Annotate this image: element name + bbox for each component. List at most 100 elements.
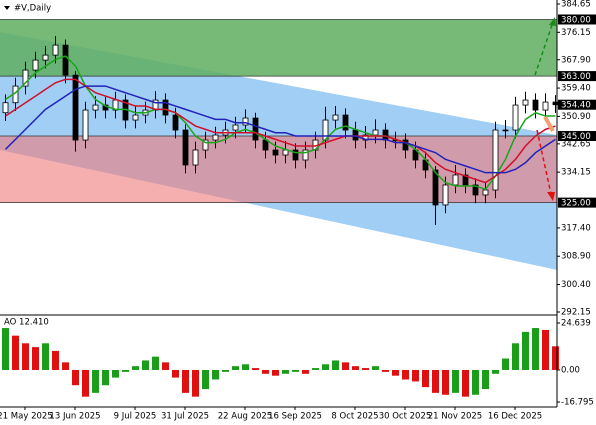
candle-body bbox=[92, 104, 99, 111]
ao-bar bbox=[472, 369, 479, 395]
ao-bar bbox=[92, 369, 99, 393]
candle-body bbox=[292, 149, 299, 161]
ao-bar bbox=[262, 369, 269, 374]
ao-bar bbox=[42, 343, 49, 370]
y-tick-label: 367.90 bbox=[561, 55, 591, 65]
candle-body bbox=[532, 99, 539, 111]
candle-body bbox=[62, 44, 69, 76]
ao-bar bbox=[432, 369, 439, 393]
ao-bar bbox=[52, 350, 59, 370]
forecast-segment bbox=[543, 116, 555, 132]
arrow-head bbox=[547, 192, 555, 201]
level-label: 354.40 bbox=[561, 101, 591, 111]
y-tick-label: 350.90 bbox=[561, 112, 591, 122]
candle-body bbox=[272, 149, 279, 156]
y-tick-label: 384.65 bbox=[561, 0, 591, 10]
ao-bar bbox=[522, 331, 529, 370]
level-label-box bbox=[558, 14, 596, 25]
candle-body bbox=[232, 124, 239, 131]
y-tick-label: 376.15 bbox=[561, 28, 591, 38]
ao-bar bbox=[452, 369, 459, 393]
candle-body bbox=[522, 99, 529, 106]
candle-body bbox=[472, 184, 479, 196]
ao-bar bbox=[2, 328, 9, 370]
candle-body bbox=[132, 114, 139, 121]
indicator-title: AO 12.410 bbox=[4, 318, 49, 328]
candle-body bbox=[372, 129, 379, 136]
candle-body bbox=[252, 117, 259, 141]
ao-bar bbox=[542, 329, 549, 370]
y-tick-label: 342.65 bbox=[561, 139, 591, 149]
candle-body bbox=[462, 174, 469, 186]
zone bbox=[0, 19, 557, 77]
ao-bar bbox=[352, 366, 359, 370]
candle-body bbox=[502, 129, 509, 132]
x-tick-label: 21 May 2025 bbox=[0, 412, 53, 422]
candle-body bbox=[22, 69, 29, 87]
ao-bar bbox=[412, 369, 419, 382]
level-label: 325.00 bbox=[561, 199, 591, 209]
candle-body bbox=[442, 184, 449, 206]
y-tick-label: 317.40 bbox=[561, 223, 591, 233]
ao-bar bbox=[372, 366, 379, 370]
ao-bar bbox=[282, 369, 289, 374]
candle-body bbox=[42, 54, 49, 61]
level-label-box bbox=[558, 99, 596, 110]
x-tick-label: 16 Dec 2025 bbox=[488, 412, 542, 422]
ao-bar bbox=[232, 366, 239, 370]
candle-body bbox=[512, 104, 519, 131]
candle-body bbox=[352, 129, 359, 141]
ao-bar bbox=[342, 362, 349, 370]
menu-icon bbox=[4, 6, 10, 10]
candle-body bbox=[172, 114, 179, 131]
candle-body bbox=[72, 74, 79, 141]
ao-bar bbox=[332, 360, 339, 370]
ao-bar bbox=[242, 364, 249, 370]
ao-bar bbox=[162, 362, 169, 370]
y-tick-label: 0.00 bbox=[561, 365, 580, 375]
candle-body bbox=[2, 102, 9, 114]
ao-bar bbox=[532, 328, 539, 370]
y-tick-label: -16.795 bbox=[561, 398, 594, 408]
annotations bbox=[534, 17, 556, 201]
ao-bar bbox=[382, 369, 389, 372]
ao-bar bbox=[222, 369, 229, 372]
candle-body bbox=[182, 129, 189, 166]
ao-bar bbox=[312, 368, 319, 370]
moving-average bbox=[5, 55, 556, 191]
arrow-head bbox=[549, 17, 556, 26]
candle-body bbox=[452, 174, 459, 186]
x-tick-label: 9 Jul 2025 bbox=[114, 412, 157, 422]
candle-body bbox=[302, 149, 309, 161]
ao-bar bbox=[82, 369, 89, 397]
ao-bar bbox=[142, 360, 149, 370]
level-label-box bbox=[558, 131, 596, 142]
ao-bar bbox=[32, 347, 39, 370]
candle-body bbox=[262, 139, 269, 151]
ao-bar bbox=[402, 369, 409, 380]
level-label-box bbox=[558, 197, 596, 208]
moving-average bbox=[5, 78, 556, 184]
ao-bar bbox=[442, 369, 449, 395]
x-tick-label: 22 Aug 2025 bbox=[218, 412, 272, 422]
ao-bar bbox=[172, 369, 179, 378]
x-tick-label: 13 Jun 2025 bbox=[49, 412, 100, 422]
ao-bar bbox=[182, 369, 189, 393]
ao-bar bbox=[102, 369, 109, 386]
ao-bar bbox=[422, 369, 429, 388]
level-label: 345.00 bbox=[561, 132, 591, 142]
ao-bar bbox=[122, 369, 129, 372]
ao-bar bbox=[112, 369, 119, 378]
ao-bar bbox=[392, 369, 399, 376]
moving-average bbox=[4, 85, 556, 174]
ao-bar bbox=[192, 369, 199, 397]
y-tick-label: 300.40 bbox=[561, 280, 591, 290]
ao-bar bbox=[302, 369, 309, 374]
candle-body bbox=[482, 189, 489, 196]
ao-bar bbox=[482, 369, 489, 390]
candle-body bbox=[342, 114, 349, 131]
ao-bar bbox=[152, 356, 159, 370]
ao-bar bbox=[492, 369, 499, 374]
ao-bar bbox=[202, 369, 209, 390]
